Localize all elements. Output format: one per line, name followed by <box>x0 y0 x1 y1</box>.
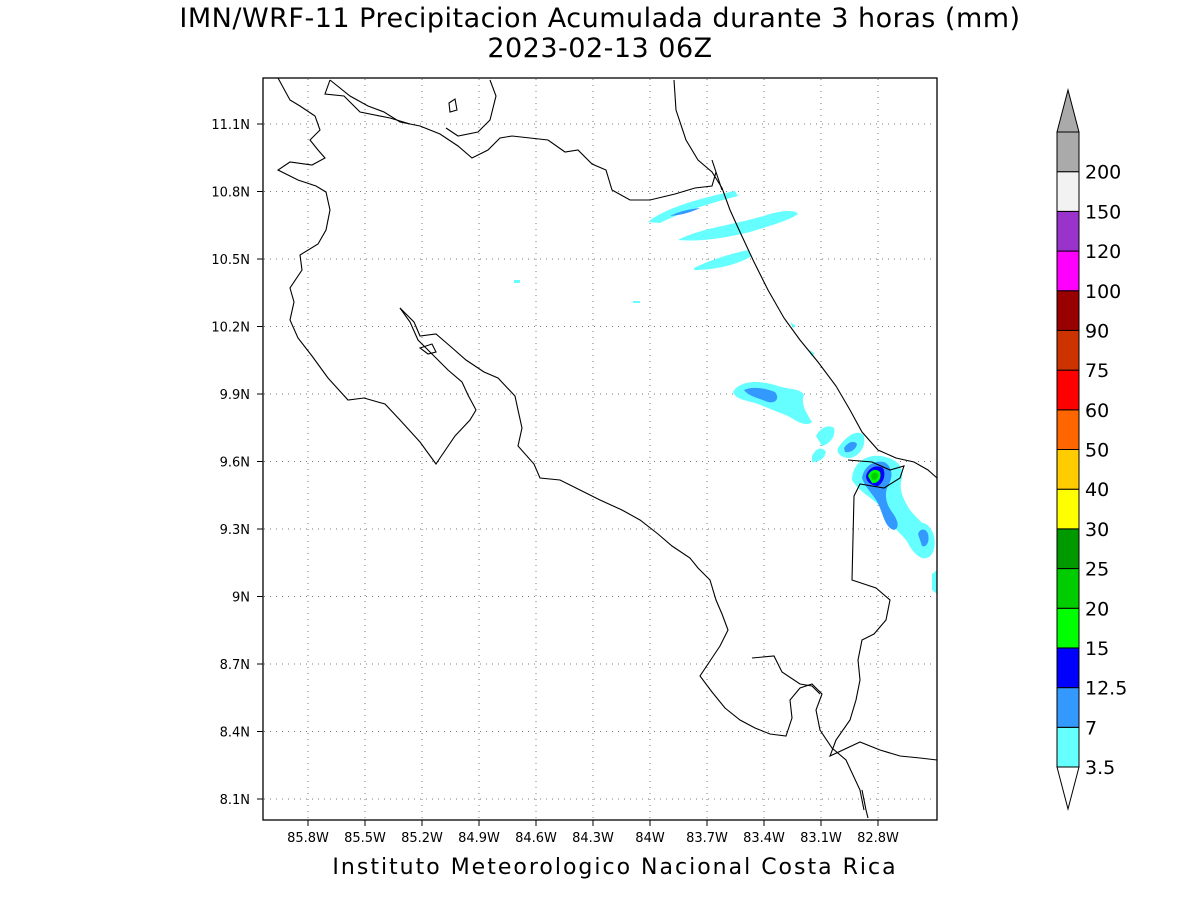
x-tick-label: 84W <box>635 831 665 846</box>
x-tick-label: 82.8W <box>857 831 899 846</box>
precip-band-north-1 <box>648 191 738 223</box>
legend-swatch <box>1056 250 1080 292</box>
x-tick-label: 85.5W <box>344 831 386 846</box>
legend-swatch <box>1056 131 1080 173</box>
legend-swatch <box>1056 687 1080 728</box>
precip-band-north-2 <box>670 208 700 216</box>
y-tick-label: 10.8N <box>211 186 250 201</box>
x-tick-label: 84.6W <box>515 831 557 846</box>
color-legend: 3.5 7 12.5 15 20 25 30 40 50 60 75 90 100 120 150 200 <box>1056 88 1127 811</box>
precip-cell-c-core <box>844 441 857 453</box>
y-tick-label: 9.6N <box>220 456 250 471</box>
y-axis-labels: 11.1N 10.8N 10.5N 10.2N 9.9N 9.6N 9.3N 9N 8.7N 8.… <box>211 118 263 808</box>
legend-swatch <box>1056 449 1080 490</box>
legend-label: 100 <box>1085 281 1121 303</box>
map-datetime: 2023-02-13 06Z <box>487 33 713 64</box>
y-tick-label: 8.4N <box>220 726 250 741</box>
island-nicoya <box>418 343 437 355</box>
legend-label: 12.5 <box>1085 678 1127 700</box>
legend-swatch <box>1056 647 1080 689</box>
legend-label: 120 <box>1085 241 1121 263</box>
legend-swatch <box>1056 607 1080 649</box>
legend-swatch <box>1056 329 1080 371</box>
x-tick-label: 84.9W <box>458 831 500 846</box>
precip-cell-tortuguero-core <box>744 387 778 403</box>
legend-label: 60 <box>1085 400 1109 422</box>
legend-swatch <box>1056 171 1080 212</box>
precip-cell-e-core <box>918 529 929 547</box>
precip-cell-tortuguero <box>733 382 812 425</box>
legend-arrow-max <box>1056 88 1080 133</box>
osa-peninsula <box>751 655 821 695</box>
legend-swatch <box>1056 290 1080 331</box>
x-tick-label: 83.7W <box>686 831 728 846</box>
x-tick-label: 83.4W <box>743 831 785 846</box>
y-tick-label: 10.2N <box>211 321 250 336</box>
y-tick-label: 9.9N <box>220 388 250 403</box>
north-boundary <box>324 79 411 125</box>
river-inlet <box>445 79 497 137</box>
x-tick-label: 83.1W <box>800 831 842 846</box>
legend-swatch <box>1056 409 1080 450</box>
legend-label: 40 <box>1085 479 1109 501</box>
precip-speck-2 <box>633 301 640 303</box>
precipitation-field <box>514 191 937 594</box>
lake-island <box>448 98 458 113</box>
legend-label: 90 <box>1085 320 1109 342</box>
legend-swatch <box>1056 528 1080 570</box>
y-tick-label: 9N <box>232 591 250 606</box>
y-tick-label: 9.3N <box>220 523 250 538</box>
legend-label: 20 <box>1085 598 1109 620</box>
x-tick-label: 85.8W <box>287 831 329 846</box>
footer-credit: Instituto Meteorologico Nacional Costa R… <box>332 855 898 880</box>
legend-label: 150 <box>1085 201 1121 223</box>
legend-label: 75 <box>1085 360 1109 382</box>
caribbean-coast <box>673 79 938 479</box>
legend-swatch <box>1056 568 1080 609</box>
legend-label: 50 <box>1085 440 1109 462</box>
legend-label: 15 <box>1085 638 1109 660</box>
nicoya-gulf <box>399 307 865 811</box>
precip-band-north-3 <box>678 211 798 241</box>
y-tick-label: 8.7N <box>220 658 250 673</box>
y-tick-label: 11.1N <box>211 118 250 133</box>
x-axis-labels: 85.8W 85.5W 85.2W 84.9W 84.6W 84.3W 84W 83.7W 83… <box>287 820 899 846</box>
precip-band-north-4 <box>694 250 752 270</box>
burica <box>861 789 869 819</box>
precip-speck-1 <box>514 280 520 283</box>
legend-label: 30 <box>1085 519 1109 541</box>
legend-swatch <box>1056 210 1080 252</box>
nicaragua-lake-border <box>329 79 723 201</box>
legend-label: 3.5 <box>1085 757 1115 779</box>
legend-arrow-min <box>1056 766 1080 811</box>
y-tick-label: 8.1N <box>220 793 250 808</box>
coastline-layer <box>276 77 938 819</box>
precip-cell-d-20 <box>871 472 878 480</box>
map-grid <box>264 79 936 819</box>
legend-swatch <box>1056 369 1080 411</box>
legend-swatch <box>1056 488 1080 530</box>
precip-speck-3 <box>790 322 796 328</box>
map-frame <box>262 77 938 821</box>
legend-label: 7 <box>1085 717 1097 739</box>
map-title: IMN/WRF-11 Precipitacion Acumulada duran… <box>179 3 1021 34</box>
panama-border <box>829 459 938 761</box>
legend-label: 200 <box>1085 162 1121 184</box>
precip-cell-b <box>812 448 826 462</box>
x-tick-label: 85.2W <box>401 831 443 846</box>
precip-cell-f <box>932 570 937 594</box>
legend-swatch <box>1056 726 1080 768</box>
x-tick-label: 84.3W <box>572 831 614 846</box>
legend-label: 25 <box>1085 559 1109 581</box>
precip-cell-a <box>816 426 835 446</box>
y-tick-label: 10.5N <box>211 253 250 268</box>
nicaragua-coast <box>276 77 477 465</box>
